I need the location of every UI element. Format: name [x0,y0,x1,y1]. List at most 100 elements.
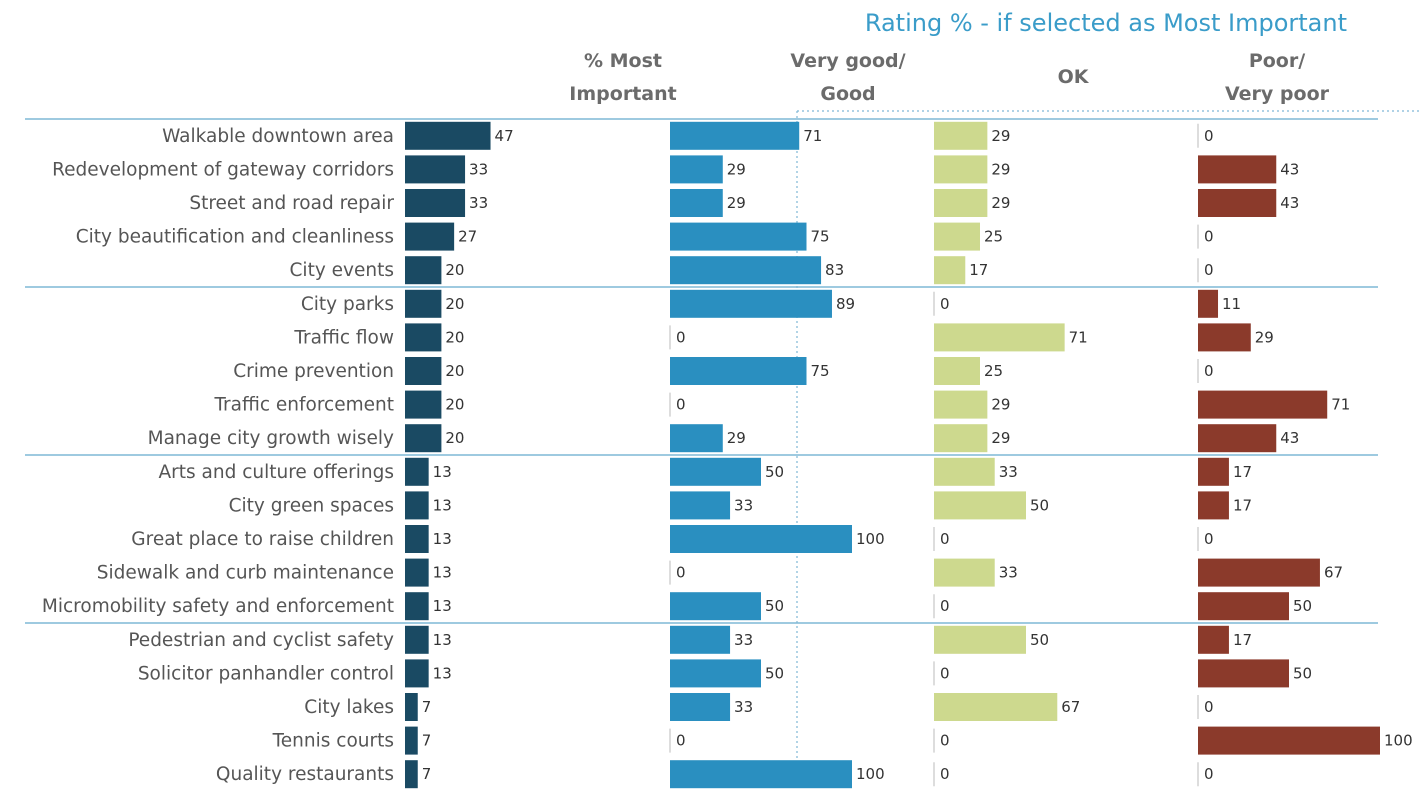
value-label-most-important-17: 13 [433,664,452,682]
bar-most-important-15 [405,592,429,621]
bar-most-important-6 [405,289,442,318]
value-label-most-important-10: 20 [445,429,464,447]
row-label-11: Arts and culture offerings [159,462,395,483]
value-label-very-good-13: 100 [856,530,885,548]
column-header-most-important-line-1: % Most [584,50,662,72]
bar-most-important-18 [405,693,418,721]
value-label-very-good-18: 33 [734,698,753,716]
value-label-ok-15: 0 [940,597,950,615]
bar-ok-10 [934,424,988,453]
row-label-15: Micromobility safety and enforcement [42,596,394,617]
value-label-most-important-16: 13 [433,631,452,649]
value-label-most-important-14: 13 [433,564,452,582]
bar-very-good-5 [670,256,822,285]
bar-very-good-1 [670,121,800,150]
value-label-poor-8: 0 [1204,362,1214,380]
value-label-very-good-19: 0 [676,732,686,750]
value-label-ok-3: 29 [991,194,1010,212]
value-label-ok-2: 29 [991,160,1010,178]
value-label-very-good-12: 33 [734,496,753,514]
value-label-most-important-4: 27 [458,228,477,246]
value-label-ok-6: 0 [940,295,950,313]
value-label-poor-7: 29 [1255,328,1274,346]
value-label-most-important-15: 13 [433,597,452,615]
row-label-12: City green spaces [229,495,394,516]
value-label-very-good-15: 50 [765,597,784,615]
value-label-ok-19: 0 [940,732,950,750]
value-label-ok-13: 0 [940,530,950,548]
column-header-poor-line-1: Poor/ [1249,50,1305,72]
bar-very-good-3 [670,189,723,217]
row-label-5: City events [290,260,394,281]
bar-very-good-16 [670,625,731,654]
bar-most-important-12 [405,491,429,520]
value-label-poor-20: 0 [1204,765,1214,783]
value-label-very-good-3: 29 [727,194,746,212]
bar-very-good-12 [670,491,731,520]
bar-very-good-2 [670,155,723,184]
row-label-16: Pedestrian and cyclist safety [128,630,394,651]
value-label-poor-17: 50 [1293,664,1312,682]
value-label-poor-12: 17 [1233,496,1252,514]
bar-ok-8 [934,357,980,385]
bar-most-important-19 [405,726,418,755]
value-label-most-important-2: 33 [469,160,488,178]
row-label-13: Great place to raise children [131,529,394,550]
value-label-very-good-4: 75 [811,228,830,246]
value-label-poor-13: 0 [1204,530,1214,548]
value-label-ok-7: 71 [1069,328,1088,346]
value-label-ok-4: 25 [984,228,1003,246]
bar-very-good-6 [670,289,832,318]
bar-most-important-9 [405,390,442,419]
bar-poor-9 [1198,390,1328,419]
bar-most-important-7 [405,323,442,352]
row-label-19: Tennis courts [272,731,394,752]
bar-poor-11 [1198,457,1229,486]
value-label-ok-9: 29 [991,396,1010,414]
bar-poor-7 [1198,323,1251,352]
value-label-most-important-13: 13 [433,530,452,548]
value-label-poor-4: 0 [1204,228,1214,246]
bar-poor-17 [1198,659,1289,688]
row-label-10: Manage city growth wisely [148,428,394,449]
bar-ok-7 [934,323,1065,352]
column-header-very-good-line-1: Very good/ [790,50,905,72]
row-label-1: Walkable downtown area [162,126,394,147]
row-label-17: Solicitor panhandler control [138,663,394,684]
value-label-very-good-6: 89 [836,295,855,313]
value-label-poor-14: 67 [1324,564,1343,582]
bar-most-important-8 [405,357,442,385]
value-label-very-good-1: 71 [803,127,822,145]
bar-most-important-14 [405,558,429,587]
value-label-ok-12: 50 [1030,496,1049,514]
bar-most-important-16 [405,625,429,654]
value-label-very-good-8: 75 [811,362,830,380]
bar-very-good-15 [670,592,761,621]
row-label-2: Redevelopment of gateway corridors [52,159,394,180]
bar-poor-2 [1198,155,1277,184]
value-label-very-good-17: 50 [765,664,784,682]
value-label-ok-11: 33 [999,463,1018,481]
bar-very-good-11 [670,457,761,486]
bar-very-good-20 [670,760,852,789]
row-label-14: Sidewalk and curb maintenance [97,563,394,584]
value-label-most-important-18: 7 [422,698,432,716]
bar-most-important-11 [405,457,429,486]
value-label-most-important-19: 7 [422,732,432,750]
bar-poor-10 [1198,424,1277,453]
bar-ok-3 [934,189,988,217]
value-label-poor-19: 100 [1384,732,1413,750]
column-header-very-good-line-2: Good [820,83,875,105]
value-label-poor-15: 50 [1293,597,1312,615]
value-label-most-important-5: 20 [445,261,464,279]
value-label-ok-1: 29 [991,127,1010,145]
value-label-poor-3: 43 [1280,194,1299,212]
bar-poor-16 [1198,625,1229,654]
value-label-ok-14: 33 [999,564,1018,582]
value-label-very-good-16: 33 [734,631,753,649]
chart-group-title: Rating % - if selected as Most Important [865,9,1347,37]
bar-poor-12 [1198,491,1229,520]
value-label-poor-11: 17 [1233,463,1252,481]
column-header-ok-line-1: OK [1058,66,1090,88]
